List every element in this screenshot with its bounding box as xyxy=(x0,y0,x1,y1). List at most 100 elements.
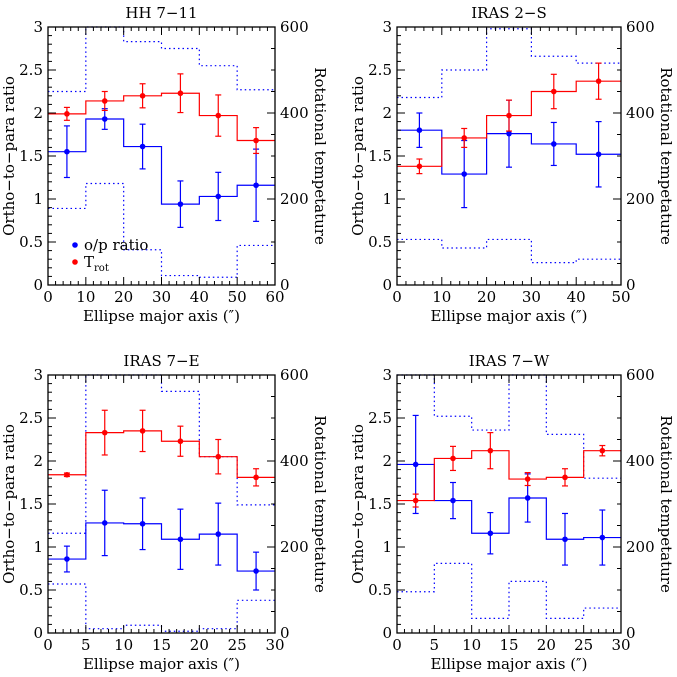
trot-point xyxy=(177,438,184,445)
trot-point xyxy=(215,112,222,119)
x-tick-label: 20 xyxy=(477,288,496,306)
op-ratio-point xyxy=(253,568,259,574)
y-axis-label: Ortho−to−para ratio xyxy=(349,76,367,236)
op-ratio-upper-envelope xyxy=(48,374,275,534)
y-tick-label: 1 xyxy=(33,190,43,208)
y-tick-label: 2 xyxy=(382,452,392,470)
trot-point xyxy=(506,112,512,119)
trot-point xyxy=(461,135,468,141)
op-ratio-upper-envelope xyxy=(397,28,621,99)
op-ratio-point xyxy=(551,141,557,147)
panel-iras-2-s: IRAS 2−S0 10 20 30 40 5000.511.522.5302004006… xyxy=(349,4,675,325)
x-axis-label: Ellipse major axis (″) xyxy=(430,307,587,325)
op-ratio-upper-envelope xyxy=(397,374,621,479)
trot-point xyxy=(450,455,456,462)
x-tick-label: 0 xyxy=(392,288,402,306)
x-tick-label: 20 xyxy=(537,636,556,654)
x-tick-label: 0 xyxy=(43,636,53,654)
op-ratio-point xyxy=(177,536,184,543)
y-tick-label: 2 xyxy=(33,452,43,470)
op-ratio-point xyxy=(412,461,419,468)
y-tick-label: 1 xyxy=(33,538,43,556)
op-ratio-lower-envelope xyxy=(48,583,275,632)
y-tick-label: 2.5 xyxy=(368,61,392,79)
op-ratio-point xyxy=(416,127,423,133)
trot-step-line xyxy=(397,450,621,502)
trot-step-line xyxy=(48,430,275,478)
op-ratio-point xyxy=(177,201,184,207)
trot-point xyxy=(139,93,146,99)
op-ratio-lower-envelope xyxy=(397,238,621,264)
op-ratio-step-line xyxy=(48,118,275,205)
panel-title: IRAS 2−S xyxy=(471,4,546,22)
x-tick-label: 50 xyxy=(228,288,247,306)
panel-title: HH 7−11 xyxy=(125,4,197,22)
y-tick-label: 1.5 xyxy=(368,495,392,513)
y-tick-label: 0 xyxy=(382,624,392,642)
op-ratio-point xyxy=(101,116,108,122)
op-ratio-point xyxy=(487,530,494,537)
x-tick-label: 40 xyxy=(190,288,209,306)
panel-iras-7-e: IRAS 7−E0 5 10 15 20 25 3000.511.522.530200400… xyxy=(0,352,329,673)
y-tick-label: 1.5 xyxy=(19,495,43,513)
y-tick-label: 0.5 xyxy=(368,233,392,251)
y-tick-label: 2.5 xyxy=(19,61,43,79)
y2-tick-label: 400 xyxy=(280,452,309,470)
trot-point xyxy=(551,88,557,95)
trot-point xyxy=(177,90,184,97)
y-axis-label: Ortho−to−para ratio xyxy=(0,76,18,236)
trot-point xyxy=(595,78,602,84)
x-tick-label: 30 xyxy=(265,636,284,654)
trot-point xyxy=(139,428,146,434)
op-ratio-point xyxy=(562,536,568,543)
x-tick-label: 5 xyxy=(81,636,91,654)
trot-step-line xyxy=(48,92,275,142)
y-tick-label: 3 xyxy=(382,366,392,384)
x-tick-label: 30 xyxy=(611,636,630,654)
op-ratio-point xyxy=(524,495,531,501)
x-tick-label: 0 xyxy=(392,636,402,654)
y-tick-label: 1.5 xyxy=(368,147,392,165)
trot-point xyxy=(412,497,419,504)
y2-tick-label: 0 xyxy=(280,276,290,294)
trot-point xyxy=(64,111,70,117)
y2-tick-label: 200 xyxy=(626,538,655,556)
trot-point xyxy=(599,447,606,454)
op-ratio-point xyxy=(506,130,512,137)
y-tick-label: 3 xyxy=(33,18,43,36)
trot-point xyxy=(416,163,423,170)
op-ratio-point xyxy=(139,520,146,527)
op-ratio-point xyxy=(101,520,108,526)
op-ratio-point xyxy=(64,556,70,562)
x-axis-label: Ellipse major axis (″) xyxy=(430,655,587,673)
x-tick-label: 30 xyxy=(152,288,171,306)
plot-frame xyxy=(47,374,276,634)
y2-tick-label: 400 xyxy=(626,104,655,122)
op-ratio-upper-envelope xyxy=(48,26,275,93)
x-tick-label: 20 xyxy=(190,636,209,654)
y2-axis-label: Rotational tempetature xyxy=(311,415,329,593)
trot-point xyxy=(64,471,70,478)
y2-tick-label: 200 xyxy=(280,538,309,556)
x-tick-label: 10 xyxy=(76,288,95,306)
trot-point xyxy=(562,474,568,481)
y-tick-label: 1 xyxy=(382,538,392,556)
y-axis-label: Ortho−to−para ratio xyxy=(349,424,367,584)
y-tick-label: 0 xyxy=(382,276,392,294)
op-ratio-lower-envelope xyxy=(397,562,621,619)
y-tick-label: 1 xyxy=(382,190,392,208)
y-tick-label: 3 xyxy=(382,18,392,36)
y-tick-label: 0 xyxy=(33,276,43,294)
x-tick-label: 10 xyxy=(114,636,133,654)
y-tick-label: 2.5 xyxy=(19,409,43,427)
y2-tick-label: 400 xyxy=(626,452,655,470)
y-tick-label: 0.5 xyxy=(368,581,392,599)
legend-trot-sub: rot xyxy=(94,263,109,274)
trot-point xyxy=(487,447,494,454)
x-tick-label: 50 xyxy=(611,288,630,306)
y2-tick-label: 600 xyxy=(626,18,655,36)
y2-tick-label: 0 xyxy=(280,624,290,642)
op-ratio-point xyxy=(139,143,146,150)
x-tick-label: 40 xyxy=(567,288,586,306)
y2-tick-label: 200 xyxy=(280,190,309,208)
